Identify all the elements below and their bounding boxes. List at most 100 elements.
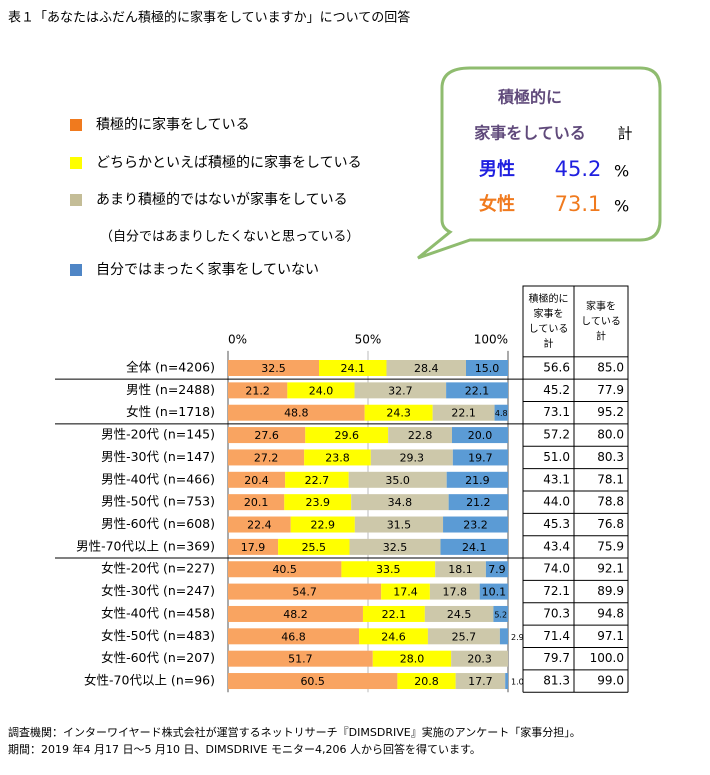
- y-tick-label: 女性 (n=1718): [126, 404, 215, 419]
- value-label: 23.9: [305, 496, 330, 509]
- value-label: 22.7: [305, 474, 330, 487]
- bar-segment: [455, 673, 506, 690]
- bar-segment: [451, 650, 508, 667]
- value-label: 20.8: [414, 675, 439, 688]
- bar-segment: [397, 673, 456, 690]
- bar-segment: [446, 382, 508, 399]
- x-tick-label: 0%: [228, 333, 247, 347]
- bar-segment: [479, 583, 508, 600]
- bar-segment: [284, 494, 352, 511]
- bar-segment: [466, 360, 508, 376]
- y-tick-label: 女性-20代 (n=227): [101, 561, 215, 576]
- bar-segment: [364, 404, 433, 421]
- value-label: 32.5: [261, 362, 286, 375]
- legend-swatch: [70, 157, 82, 169]
- value-label: 32.5: [383, 541, 408, 554]
- value-label: 29.3: [400, 451, 425, 464]
- bar-segment: [305, 427, 389, 444]
- value-label: 29.6: [334, 429, 359, 442]
- value-label: 20.4: [244, 474, 269, 487]
- value-label: 31.5: [387, 519, 412, 532]
- y-tick-label: 女性-60代 (n=207): [101, 650, 215, 665]
- table-cell: 89.9: [597, 584, 624, 598]
- bar-segment: [349, 538, 441, 555]
- y-tick-label: 全体 (n=4206): [126, 360, 215, 375]
- bar-segment: [351, 494, 449, 511]
- y-tick-label: 女性-70代以上 (n=96): [84, 673, 215, 688]
- callout-text: 家事をしている: [474, 124, 586, 143]
- value-label: 21.2: [245, 384, 270, 397]
- callout-bubble: [417, 66, 662, 260]
- footer: 調査機関：インターワイヤード株式会社が運営するネットリサーチ『DIMSDRIVE…: [8, 725, 581, 739]
- x-tick-label: 100%: [474, 333, 508, 347]
- value-label: 54.7: [292, 586, 317, 599]
- y-tick-label: 男性-20代 (n=145): [101, 427, 215, 442]
- legend-swatch: [70, 119, 82, 131]
- bar-segment: [319, 360, 387, 376]
- table-cell: 80.3: [597, 450, 624, 464]
- bar-segment: [452, 427, 508, 444]
- value-label: 48.2: [283, 608, 308, 621]
- table-header-text: 家事を: [534, 307, 564, 320]
- value-label: 27.6: [254, 429, 279, 442]
- value-label: 32.7: [388, 384, 413, 397]
- bar-segment: [228, 605, 363, 622]
- table-cell: 45.2: [543, 383, 570, 397]
- value-label: 24.1: [462, 541, 487, 554]
- legend-label: あまり積極的ではないが家事をしている: [96, 191, 348, 208]
- value-label: 22.1: [451, 407, 476, 420]
- value-label: 25.5: [302, 541, 327, 554]
- callout-text: 計: [617, 125, 632, 143]
- value-label: 28.4: [414, 362, 439, 375]
- table-header: [522, 285, 629, 358]
- value-label: 46.8: [281, 630, 306, 643]
- bar-segment: [493, 605, 508, 622]
- legend-note: （自分ではあまりしたくないと思っている）: [100, 230, 359, 245]
- bar-segment: [386, 360, 466, 376]
- bar-segment: [228, 650, 373, 667]
- value-label: 35.0: [385, 474, 410, 487]
- value-label: 23.2: [463, 519, 488, 532]
- bar-segment: [228, 628, 360, 645]
- bar-segment: [228, 494, 285, 511]
- callout-text: 男性: [479, 158, 515, 180]
- legend-label: 積極的に家事をしている: [96, 116, 250, 133]
- value-label: 24.1: [340, 362, 365, 375]
- table-cell: 45.3: [543, 517, 570, 531]
- table-header-text: 計: [596, 329, 606, 342]
- footer: 期間：2019 年4 月17 日～5 月10 日、DIMSDRIVE モニター4…: [8, 742, 481, 756]
- value-label: 34.8: [388, 496, 413, 509]
- value-label: 33.5: [376, 563, 401, 576]
- bar-segment: [370, 449, 453, 466]
- value-label: 24.3: [386, 407, 411, 420]
- bar-segment: [494, 404, 508, 421]
- value-label: 22.9: [311, 519, 336, 532]
- value-label: 7.9: [488, 563, 506, 576]
- bar-segment: [446, 471, 508, 488]
- table-cell: 51.0: [543, 450, 570, 464]
- value-label: 20.0: [468, 429, 493, 442]
- value-label: 19.7: [468, 451, 493, 464]
- bar-segment: [427, 628, 500, 645]
- table-cell: 85.0: [597, 361, 624, 375]
- value-label: 24.5: [447, 608, 472, 621]
- table-cell: 100.0: [590, 651, 624, 665]
- legend-label: どちらかといえば積極的に家事をしている: [96, 154, 362, 171]
- bar-segment: [228, 360, 319, 376]
- value-label: 1.0: [511, 678, 524, 687]
- table-cell: 57.2: [543, 428, 570, 442]
- bar-segment: [285, 471, 349, 488]
- table-cell: 94.8: [597, 606, 624, 620]
- table-cell: 78.8: [597, 495, 624, 509]
- y-tick-label: 女性-30代 (n=247): [101, 583, 215, 598]
- value-label: 22.8: [408, 429, 433, 442]
- table-cell: 74.0: [543, 562, 570, 576]
- callout-value: 73.1: [555, 192, 602, 216]
- value-label: 21.2: [466, 496, 491, 509]
- y-tick-label: 男性-30代 (n=147): [101, 449, 215, 464]
- bar-segment: [228, 583, 382, 600]
- table-cell: 95.2: [597, 405, 624, 419]
- bar-segment: [499, 628, 508, 645]
- legend-swatch: [70, 194, 82, 206]
